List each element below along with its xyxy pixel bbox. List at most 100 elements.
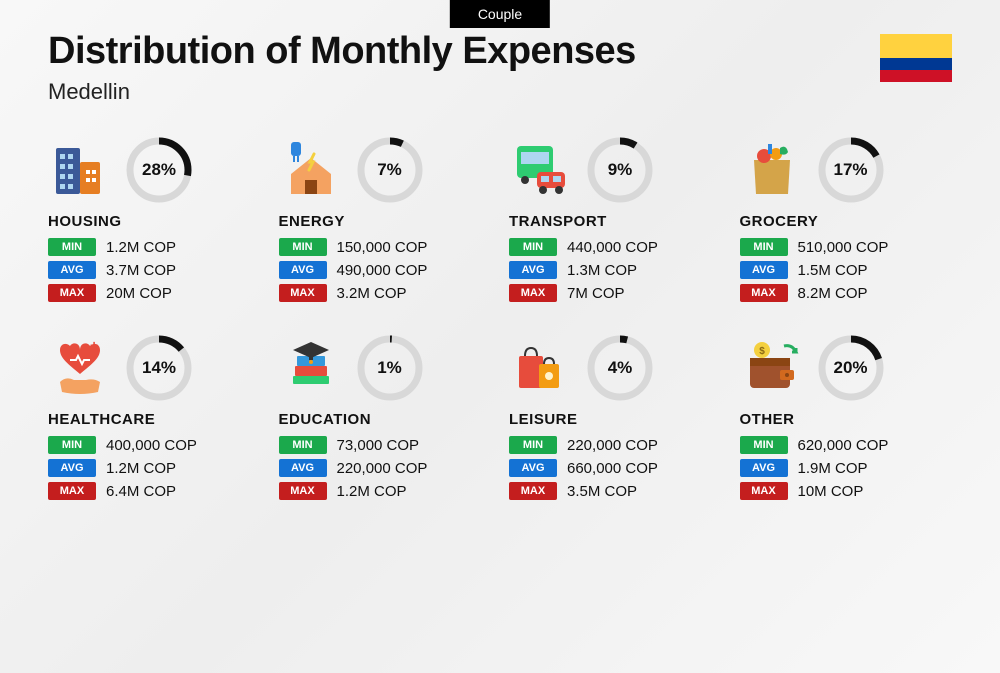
- min-value: 1.2M COP: [106, 239, 176, 256]
- stat-min: MIN 510,000 COP: [740, 238, 953, 256]
- min-value: 620,000 COP: [798, 437, 889, 454]
- avg-label: AVG: [279, 459, 327, 477]
- avg-label: AVG: [509, 459, 557, 477]
- category-card-leisure: 4% LEISURE MIN 220,000 COP AVG 660,000 C…: [509, 335, 722, 505]
- percent-ring: 28%: [126, 137, 192, 203]
- min-label: MIN: [509, 436, 557, 454]
- stat-max: MAX 3.5M COP: [509, 482, 722, 500]
- shopping-bags-icon: [509, 336, 573, 400]
- min-label: MIN: [740, 238, 788, 256]
- percent-ring: 20%: [818, 335, 884, 401]
- category-card-education: 1% EDUCATION MIN 73,000 COP AVG 220,000 …: [279, 335, 492, 505]
- max-value: 3.2M COP: [337, 285, 407, 302]
- min-label: MIN: [509, 238, 557, 256]
- building-icon: [48, 138, 112, 202]
- max-label: MAX: [509, 284, 557, 302]
- avg-value: 220,000 COP: [337, 460, 428, 477]
- stat-avg: AVG 220,000 COP: [279, 459, 492, 477]
- max-label: MAX: [279, 284, 327, 302]
- stat-min: MIN 73,000 COP: [279, 436, 492, 454]
- min-label: MIN: [740, 436, 788, 454]
- heart-hand-icon: +: [48, 336, 112, 400]
- percent-ring: 7%: [357, 137, 423, 203]
- stat-avg: AVG 1.9M COP: [740, 459, 953, 477]
- avg-label: AVG: [48, 261, 96, 279]
- household-tab: Couple: [450, 0, 550, 28]
- avg-label: AVG: [509, 261, 557, 279]
- min-value: 510,000 COP: [798, 239, 889, 256]
- category-card-housing: 28% HOUSING MIN 1.2M COP AVG 3.7M COP MA…: [48, 137, 261, 307]
- avg-value: 1.9M COP: [798, 460, 868, 477]
- avg-value: 490,000 COP: [337, 262, 428, 279]
- wallet-icon: $: [740, 336, 804, 400]
- percent-ring: 17%: [818, 137, 884, 203]
- max-value: 1.2M COP: [337, 483, 407, 500]
- stat-avg: AVG 1.2M COP: [48, 459, 261, 477]
- max-label: MAX: [509, 482, 557, 500]
- stat-min: MIN 150,000 COP: [279, 238, 492, 256]
- percent-value: 14%: [126, 335, 192, 401]
- stat-max: MAX 20M COP: [48, 284, 261, 302]
- category-name: HOUSING: [48, 213, 261, 230]
- max-value: 7M COP: [567, 285, 625, 302]
- avg-value: 1.5M COP: [798, 262, 868, 279]
- min-value: 73,000 COP: [337, 437, 420, 454]
- category-card-healthcare: + 14% HEALTHCARE MIN 400,000 COP AVG 1.2…: [48, 335, 261, 505]
- min-label: MIN: [279, 436, 327, 454]
- min-label: MIN: [48, 238, 96, 256]
- max-value: 10M COP: [798, 483, 864, 500]
- avg-value: 3.7M COP: [106, 262, 176, 279]
- stat-avg: AVG 3.7M COP: [48, 261, 261, 279]
- avg-label: AVG: [740, 261, 788, 279]
- title-block: Distribution of Monthly Expenses Medelli…: [48, 30, 636, 105]
- percent-ring: 4%: [587, 335, 653, 401]
- category-name: HEALTHCARE: [48, 411, 261, 428]
- avg-value: 1.3M COP: [567, 262, 637, 279]
- svg-text:$: $: [759, 346, 765, 357]
- category-name: GROCERY: [740, 213, 953, 230]
- stat-avg: AVG 1.5M COP: [740, 261, 953, 279]
- colombia-flag-icon: [880, 34, 952, 82]
- category-card-grocery: 17% GROCERY MIN 510,000 COP AVG 1.5M COP…: [740, 137, 953, 307]
- max-value: 6.4M COP: [106, 483, 176, 500]
- stat-min: MIN 400,000 COP: [48, 436, 261, 454]
- stat-max: MAX 6.4M COP: [48, 482, 261, 500]
- books-cap-icon: [279, 336, 343, 400]
- percent-value: 1%: [357, 335, 423, 401]
- page-title: Distribution of Monthly Expenses: [48, 30, 636, 73]
- category-name: LEISURE: [509, 411, 722, 428]
- avg-label: AVG: [48, 459, 96, 477]
- stat-max: MAX 10M COP: [740, 482, 953, 500]
- percent-value: 28%: [126, 137, 192, 203]
- percent-ring: 14%: [126, 335, 192, 401]
- category-name: TRANSPORT: [509, 213, 722, 230]
- bus-car-icon: [509, 138, 573, 202]
- svg-text:+: +: [90, 338, 98, 353]
- avg-label: AVG: [279, 261, 327, 279]
- stat-avg: AVG 660,000 COP: [509, 459, 722, 477]
- max-label: MAX: [279, 482, 327, 500]
- city-subtitle: Medellin: [48, 79, 636, 105]
- stat-avg: AVG 1.3M COP: [509, 261, 722, 279]
- max-label: MAX: [48, 482, 96, 500]
- stat-min: MIN 620,000 COP: [740, 436, 953, 454]
- category-card-transport: 9% TRANSPORT MIN 440,000 COP AVG 1.3M CO…: [509, 137, 722, 307]
- min-value: 220,000 COP: [567, 437, 658, 454]
- max-label: MAX: [740, 482, 788, 500]
- max-label: MAX: [48, 284, 96, 302]
- avg-value: 1.2M COP: [106, 460, 176, 477]
- stat-max: MAX 8.2M COP: [740, 284, 953, 302]
- percent-value: 4%: [587, 335, 653, 401]
- max-value: 8.2M COP: [798, 285, 868, 302]
- grocery-bag-icon: [740, 138, 804, 202]
- min-value: 150,000 COP: [337, 239, 428, 256]
- stat-min: MIN 440,000 COP: [509, 238, 722, 256]
- category-name: OTHER: [740, 411, 953, 428]
- percent-value: 17%: [818, 137, 884, 203]
- percent-value: 20%: [818, 335, 884, 401]
- stat-max: MAX 1.2M COP: [279, 482, 492, 500]
- categories-grid: 28% HOUSING MIN 1.2M COP AVG 3.7M COP MA…: [0, 105, 1000, 525]
- percent-ring: 1%: [357, 335, 423, 401]
- max-label: MAX: [740, 284, 788, 302]
- stat-max: MAX 3.2M COP: [279, 284, 492, 302]
